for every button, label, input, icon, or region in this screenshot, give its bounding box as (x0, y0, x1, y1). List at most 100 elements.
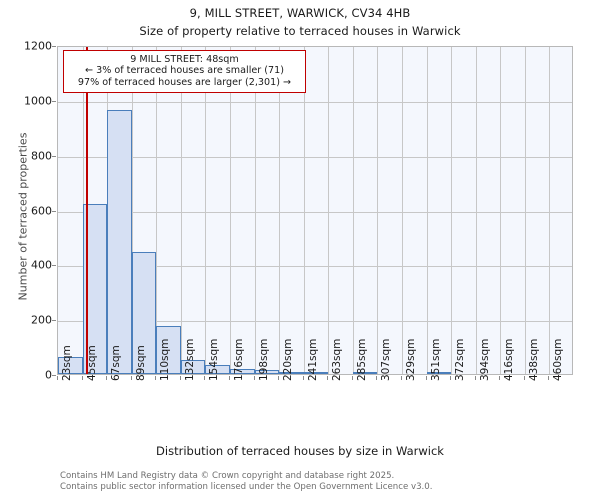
histogram-bar (58, 357, 83, 374)
x-axis-tick-label: 372sqm (454, 338, 467, 381)
gridline-horizontal (58, 321, 572, 323)
attribution-footer: Contains HM Land Registry data © Crown c… (60, 471, 590, 494)
x-axis-title: Distribution of terraced houses by size … (156, 444, 444, 458)
gridline-vertical (180, 47, 182, 374)
gridline-vertical (303, 47, 305, 374)
y-axis-tick-mark (52, 155, 56, 157)
x-axis-tick-label: 394sqm (478, 338, 491, 381)
x-axis-tick-label: 329sqm (405, 338, 417, 381)
x-axis-tick-mark (204, 376, 206, 380)
gridline-vertical (131, 47, 133, 374)
chart-title-block: 9, MILL STREET, WARWICK, CV34 4HB Size o… (0, 0, 600, 38)
gridline-vertical (328, 47, 330, 374)
x-axis-tick-label: 460sqm (552, 338, 565, 381)
histogram-bar (352, 372, 378, 374)
gridline-vertical (475, 47, 477, 374)
chart-subtitle: Size of property relative to terraced ho… (139, 24, 461, 38)
y-axis-tick-label: 0 (45, 368, 52, 382)
x-axis-tick-mark (450, 376, 452, 380)
chart-title: 9, MILL STREET, WARWICK, CV34 4HB (189, 6, 411, 20)
x-axis-tick-mark (351, 376, 353, 380)
x-axis-tick-mark (548, 376, 550, 380)
x-axis-tick-mark (327, 376, 329, 380)
y-axis-tick-label: 1200 (24, 39, 52, 53)
x-axis-tick-mark (130, 376, 132, 380)
x-axis-tick-label: 198sqm (257, 338, 270, 381)
x-axis-tick-label: 176sqm (233, 338, 245, 381)
x-axis-tick-mark (401, 376, 402, 380)
histogram-bar (156, 326, 181, 374)
histogram-bar (230, 368, 255, 374)
y-axis-labels: 0 200 400 600 800 1000 1200 (0, 0, 56, 500)
x-axis-tick-label: 220sqm (282, 338, 295, 381)
y-axis-tick-mark (52, 46, 56, 47)
x-axis-tick-label: 351sqm (429, 338, 442, 381)
y-axis-tick-label: 200 (31, 313, 52, 327)
annotation-line-1: 9 MILL STREET: 48sqm (130, 54, 239, 65)
x-axis-tick-mark (302, 376, 304, 380)
histogram-bar (303, 372, 329, 374)
histogram-bar (254, 370, 280, 374)
histogram-bars (58, 47, 572, 374)
gridline-vertical (426, 47, 428, 374)
x-axis-tick-mark (81, 376, 83, 380)
x-axis-tick-mark (179, 376, 181, 380)
gridline-vertical (230, 47, 231, 374)
x-axis-tick-label: 89sqm (134, 345, 147, 381)
x-axis-tick-label: 241sqm (306, 338, 319, 381)
y-axis-tick-label: 800 (31, 149, 52, 163)
x-axis-tick-label: 154sqm (208, 338, 221, 381)
y-axis-tick-label: 400 (31, 258, 52, 272)
y-axis-tick-mark (52, 210, 56, 212)
property-marker-line (85, 47, 88, 374)
gridline-vertical (205, 47, 207, 374)
gridline-vertical (279, 47, 281, 374)
x-axis-tick-label: 285sqm (355, 338, 368, 381)
gridline-vertical (549, 47, 551, 374)
y-axis-tick-label: 600 (31, 204, 52, 217)
gridline-vertical (352, 47, 354, 374)
x-axis-tick-mark (155, 376, 157, 380)
histogram-bar (279, 372, 304, 374)
x-axis-tick-mark (229, 376, 230, 380)
x-axis-tick-label: 438sqm (527, 338, 540, 381)
histogram-bar (426, 372, 452, 374)
gridline-horizontal (58, 266, 572, 268)
property-annotation-callout: 9 MILL STREET: 48sqm ← 3% of terraced ho… (63, 50, 306, 93)
gridline-horizontal (58, 101, 572, 103)
x-axis-tick-mark (106, 376, 108, 380)
x-axis-tick-mark (523, 376, 525, 380)
gridline-vertical (377, 47, 379, 374)
annotation-line-2: ← 3% of terraced houses are smaller (71) (85, 65, 284, 77)
x-axis-tick-mark (499, 376, 501, 380)
histogram-bar (107, 110, 132, 374)
plot-area (57, 46, 573, 375)
x-axis-tick-label: 67sqm (110, 345, 123, 381)
x-axis-tick-mark (474, 376, 476, 380)
gridline-vertical (156, 47, 158, 374)
x-axis-tick-label: 23sqm (61, 345, 73, 381)
gridline-vertical (402, 47, 403, 374)
x-axis-tick-label: 132sqm (183, 338, 196, 381)
x-axis-tick-mark (425, 376, 427, 380)
annotation-line-3: 97% of terraced houses are larger (2,301… (77, 76, 292, 88)
x-axis-tick-mark (57, 376, 58, 380)
x-axis-tick-mark (253, 376, 255, 380)
gridline-vertical (524, 47, 526, 374)
y-axis-tick-label: 1000 (24, 94, 52, 108)
x-axis-tick-label: 263sqm (331, 338, 344, 381)
gridline-vertical (500, 47, 502, 374)
x-axis-tick-label: 307sqm (380, 338, 393, 381)
footer-line-2: Contains public sector information licen… (60, 482, 433, 493)
footer-line-1: Contains HM Land Registry data © Crown c… (60, 471, 395, 481)
x-axis-tick-mark (376, 376, 378, 380)
x-axis-tick-mark (278, 376, 280, 380)
histogram-bar (180, 359, 206, 374)
gridline-vertical (254, 47, 256, 374)
histogram-bar (205, 364, 230, 374)
y-axis-tick-mark (52, 375, 56, 376)
x-axis-tick-label: 110sqm (159, 338, 172, 381)
gridline-vertical (451, 47, 453, 374)
